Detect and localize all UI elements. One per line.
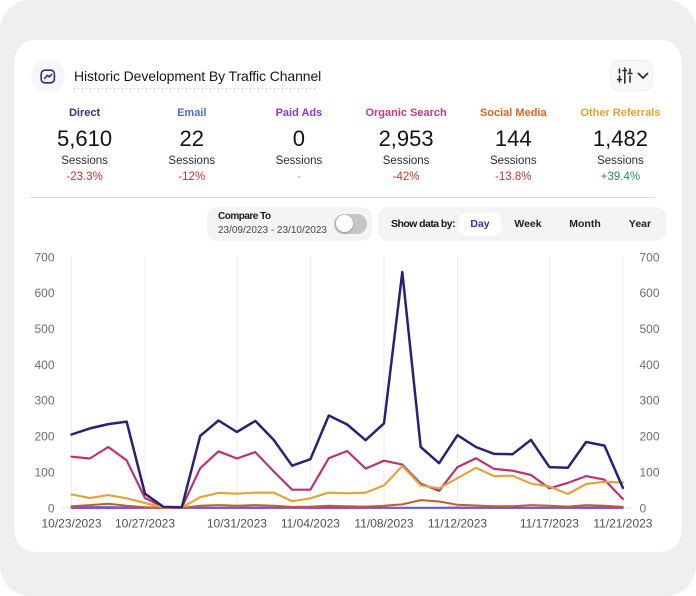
svg-text:11/12/2023: 11/12/2023	[428, 517, 487, 531]
svg-text:700: 700	[34, 250, 54, 264]
svg-text:11/17/2023: 11/17/2023	[520, 517, 579, 531]
svg-text:10/23/2023: 10/23/2023	[41, 517, 101, 531]
svg-text:400: 400	[34, 358, 54, 372]
svg-text:200: 200	[640, 430, 660, 444]
svg-text:300: 300	[34, 394, 54, 408]
svg-text:11/04/2023: 11/04/2023	[281, 517, 340, 531]
svg-text:100: 100	[34, 465, 54, 479]
svg-text:11/08/2023: 11/08/2023	[354, 517, 413, 531]
svg-text:700: 700	[640, 250, 660, 264]
svg-text:400: 400	[640, 358, 660, 372]
svg-text:200: 200	[34, 430, 54, 444]
svg-text:10/27/2023: 10/27/2023	[115, 517, 175, 531]
svg-text:500: 500	[640, 322, 660, 336]
svg-text:600: 600	[34, 286, 54, 300]
svg-text:300: 300	[640, 394, 660, 408]
svg-text:10/31/2023: 10/31/2023	[207, 517, 267, 531]
svg-text:0: 0	[48, 501, 55, 515]
svg-text:11/21/2023: 11/21/2023	[593, 517, 652, 531]
svg-text:100: 100	[640, 465, 660, 479]
svg-text:500: 500	[34, 322, 54, 336]
svg-text:0: 0	[640, 501, 647, 515]
svg-text:600: 600	[640, 286, 660, 300]
